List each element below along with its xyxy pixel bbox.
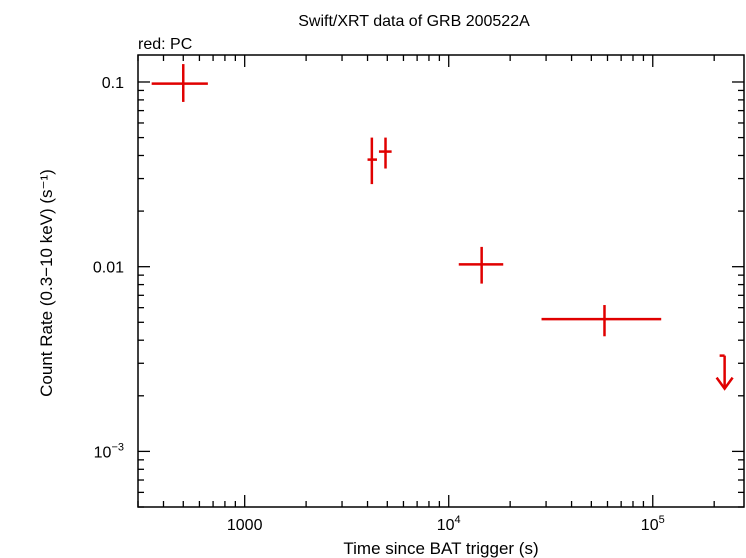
data-point (541, 305, 662, 337)
y-tick-label: 10−3 (94, 441, 124, 461)
upper-limit-marker (715, 354, 734, 391)
data-point (378, 137, 392, 169)
y-axis-label: Count Rate (0.3−10 keV) (s⁻¹) (37, 169, 56, 397)
x-tick-label: 1000 (227, 517, 263, 534)
data-point (458, 246, 504, 284)
chart-title: Swift/XRT data of GRB 200522A (298, 13, 530, 30)
x-axis-label: Time since BAT trigger (s) (343, 539, 538, 558)
x-tick-label: 104 (437, 514, 461, 534)
y-tick-label: 0.1 (102, 75, 124, 92)
x-tick-label: 105 (641, 514, 665, 534)
y-tick-label: 0.01 (93, 260, 124, 277)
plot-frame (137, 54, 745, 508)
data-point (367, 137, 377, 185)
data-point (151, 64, 208, 102)
upper-limit-arrowhead (715, 376, 734, 391)
chart-subtitle: red: PC (138, 36, 192, 53)
